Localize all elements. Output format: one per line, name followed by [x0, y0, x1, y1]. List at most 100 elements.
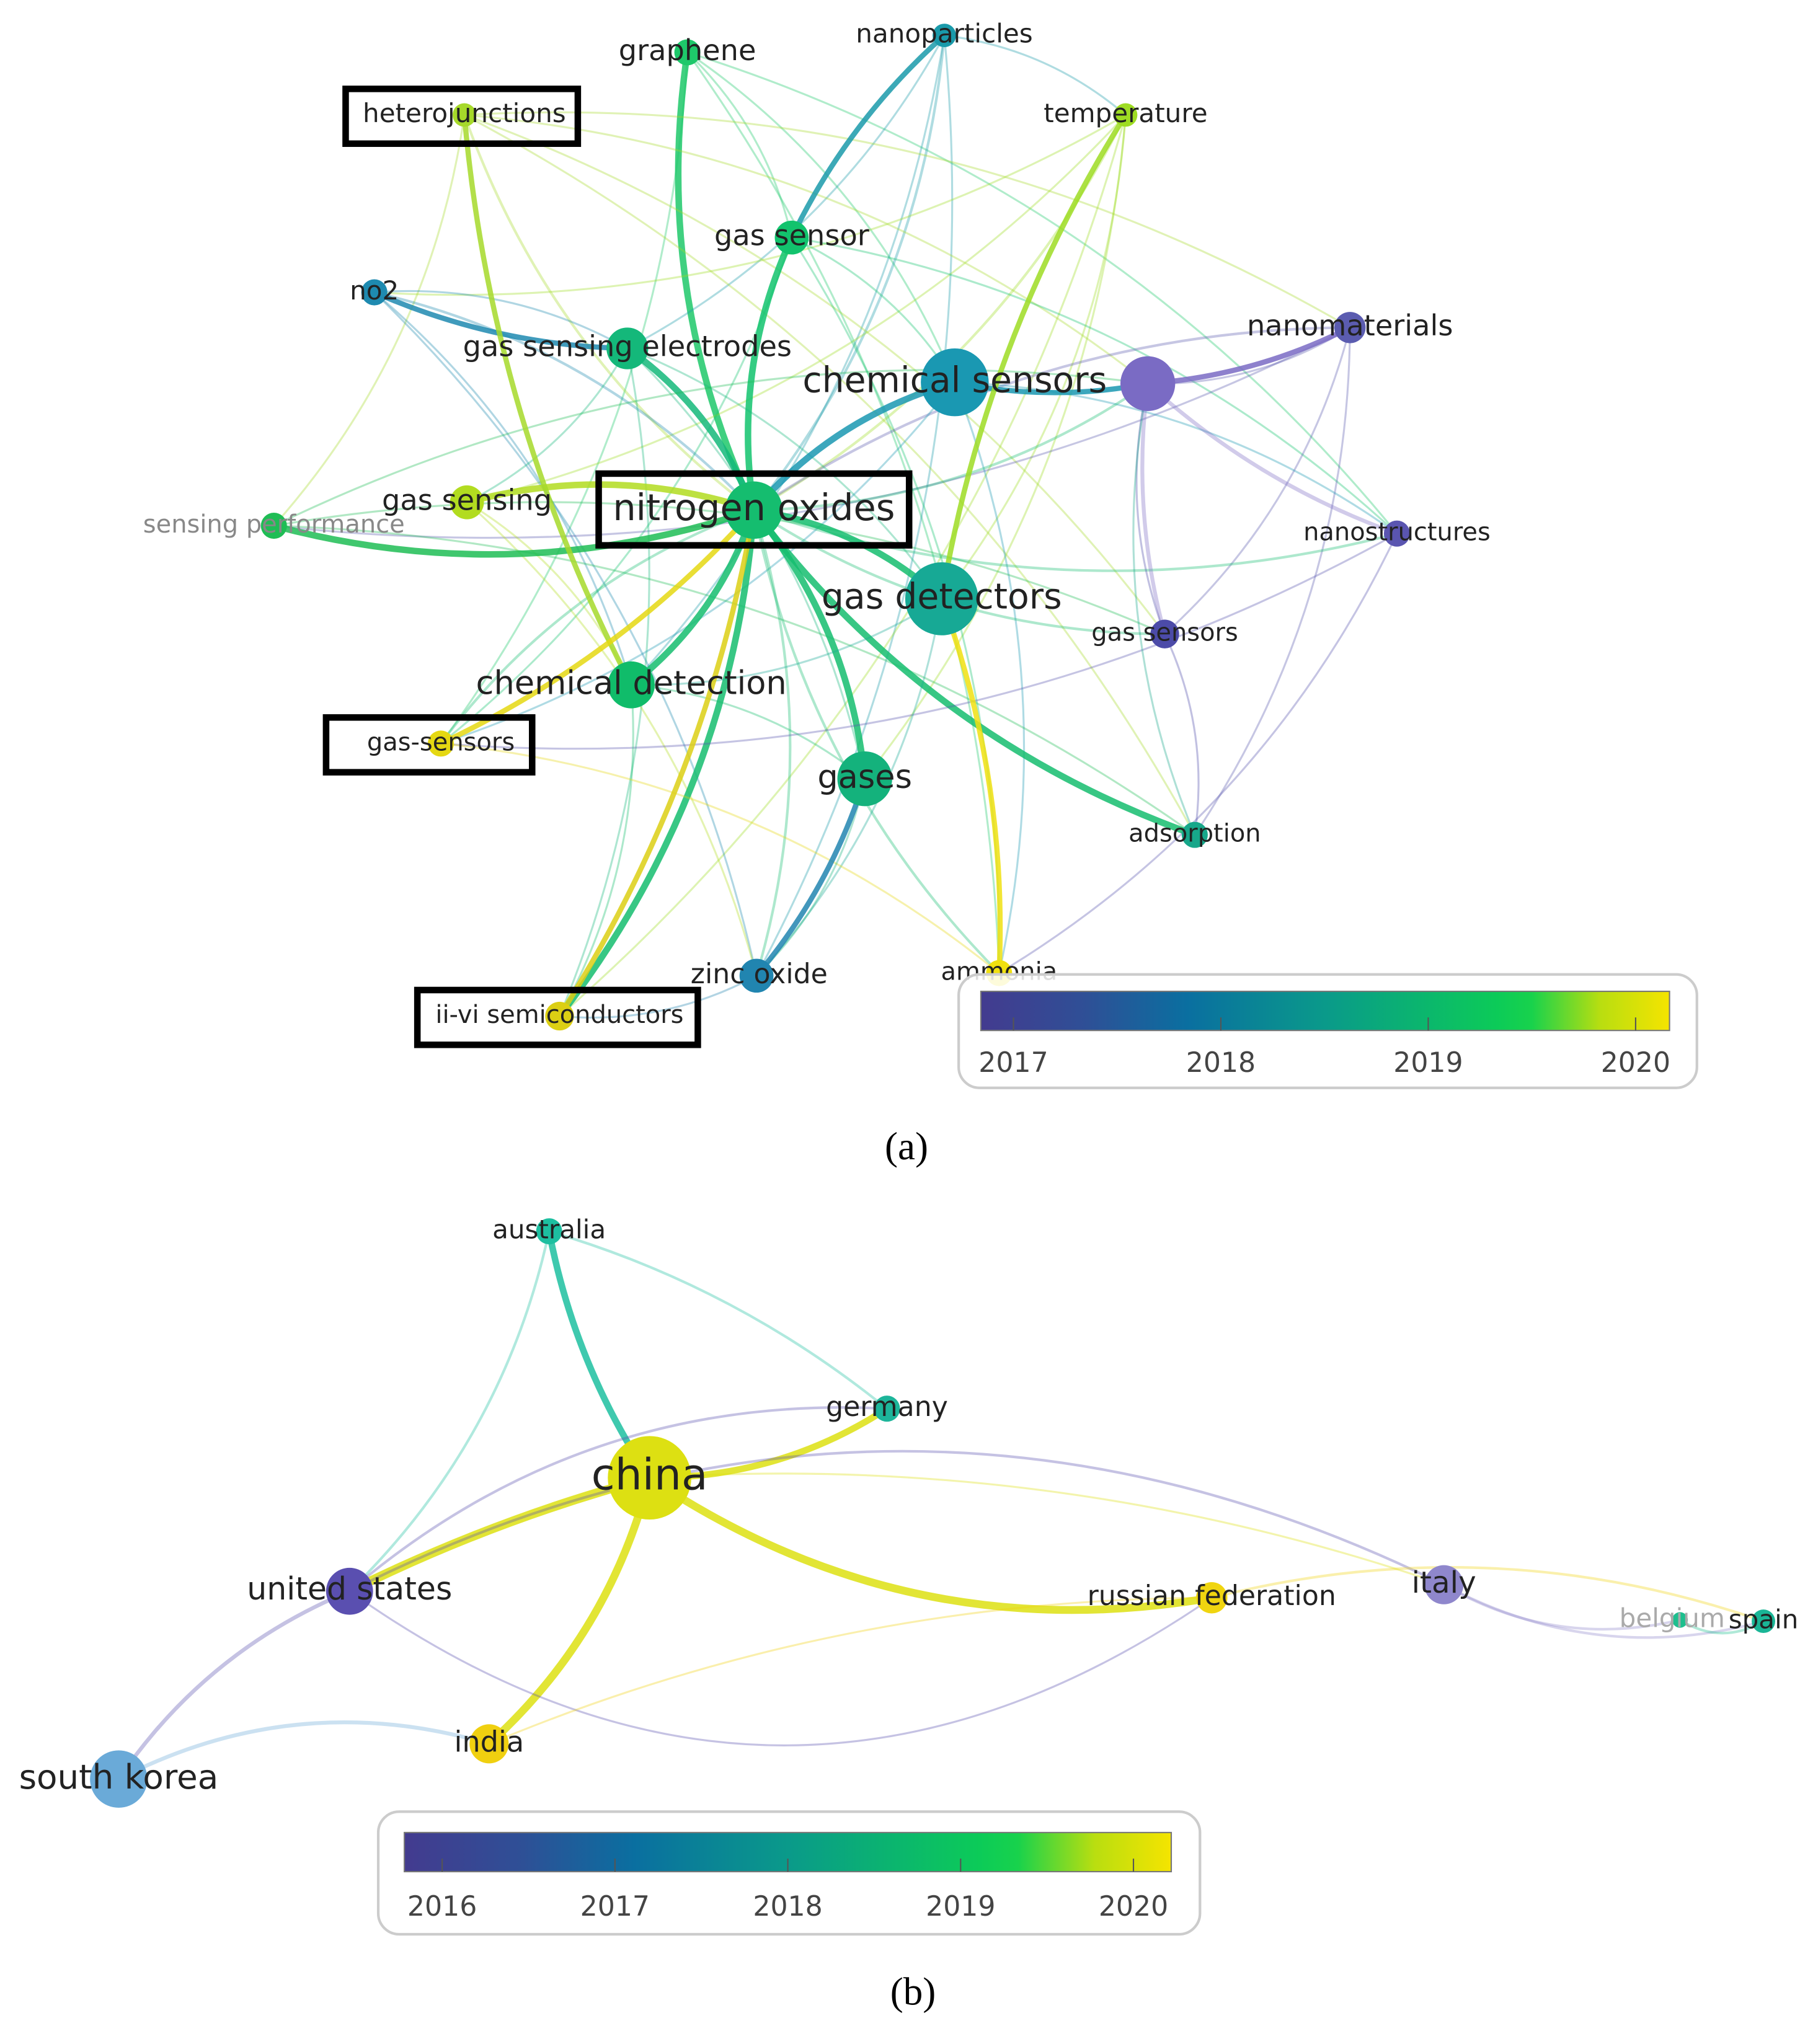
edge [374, 291, 755, 511]
node [1383, 520, 1410, 547]
edge [464, 111, 1351, 329]
edge [466, 481, 755, 513]
edge [998, 533, 1398, 974]
edge [374, 290, 628, 350]
node-label: belgium [1620, 1603, 1725, 1633]
tick-label: 2016 [407, 1891, 477, 1922]
edge [675, 51, 757, 512]
edge [939, 113, 1128, 599]
tick-label: 2017 [580, 1891, 650, 1922]
edge [753, 114, 1127, 511]
edge [373, 291, 758, 976]
color-bar [980, 991, 1670, 1032]
edge [647, 1474, 1213, 1614]
edge [686, 51, 956, 383]
edge [751, 508, 1196, 838]
edge [686, 51, 793, 238]
node [674, 39, 701, 66]
edge [557, 510, 757, 1018]
tick-label: 2018 [753, 1891, 822, 1922]
edge [752, 510, 1000, 975]
node-label: gases [817, 758, 912, 796]
edge [273, 507, 755, 558]
network-a: graphene nanoparticles heterojunctions t… [143, 19, 1491, 1048]
edge [466, 502, 758, 976]
node [1150, 619, 1179, 648]
edge [864, 115, 1127, 780]
node-label: nanostructures [1303, 518, 1491, 547]
tick-label: 2020 [1099, 1891, 1168, 1922]
node [90, 1750, 148, 1808]
edge [753, 326, 1350, 511]
node-label: graphene [619, 33, 756, 67]
ticks: 2016 2017 2018 2019 2020 [407, 1858, 1168, 1922]
node [1114, 103, 1138, 127]
edge [440, 508, 755, 745]
edge [753, 383, 1149, 511]
tick-label: 2018 [1186, 1047, 1256, 1079]
node [427, 730, 454, 757]
edge [627, 347, 943, 599]
caption: (b) [890, 1970, 936, 2013]
tick-label: 2019 [926, 1891, 995, 1922]
node-label: gas sensor [714, 219, 870, 252]
edge [348, 1231, 551, 1593]
node-label: india [454, 1725, 524, 1758]
node-label: ii-vi semiconductors [435, 1001, 683, 1029]
edges [117, 1230, 1765, 1781]
node [1181, 821, 1208, 848]
edge [1164, 634, 1200, 835]
node [1424, 1565, 1464, 1604]
node-label: chemical sensors [802, 360, 1107, 400]
edge [627, 35, 946, 350]
highlight-box [414, 986, 701, 1048]
edge [440, 381, 956, 745]
node [725, 481, 783, 539]
tick-label: 2017 [978, 1047, 1048, 1079]
edge [629, 509, 757, 688]
edge [1164, 327, 1351, 635]
edge [273, 115, 466, 527]
caption: (a) [885, 1125, 928, 1168]
edge [466, 348, 629, 503]
node-label: united states [247, 1570, 452, 1607]
node-label: no2 [350, 275, 399, 306]
edge [939, 598, 1003, 973]
edge [557, 510, 758, 1019]
edge [1147, 325, 1352, 386]
node [774, 220, 809, 255]
node [260, 513, 287, 539]
edge [789, 33, 946, 239]
node-label: gas sensors [1091, 619, 1238, 647]
node-label: russian federation [1088, 1580, 1336, 1612]
node-label: nanoparticles [856, 19, 1032, 49]
node-label: sensing performance [143, 510, 405, 539]
node-label: chemical detection [476, 664, 787, 702]
node-label: nanomaterials [1247, 309, 1453, 342]
node [608, 1436, 691, 1520]
edge [1211, 1566, 1764, 1623]
tick-label: 2019 [1393, 1047, 1463, 1079]
node-label: germany [826, 1391, 948, 1423]
highlight-box [595, 470, 913, 549]
node [469, 1724, 509, 1764]
edge [1443, 1583, 1764, 1639]
edge [954, 381, 1398, 534]
node [933, 24, 956, 48]
node [905, 562, 978, 635]
edge [348, 1449, 1445, 1593]
node [545, 1001, 574, 1031]
node [1334, 312, 1366, 343]
edge [559, 684, 634, 1017]
node-label: spain [1729, 1604, 1799, 1635]
node [606, 327, 649, 369]
node [450, 485, 484, 520]
edge [1146, 382, 1398, 536]
edge [373, 291, 632, 686]
node-label: gas-sensors [367, 728, 515, 756]
edge [687, 51, 1398, 534]
edge [1443, 1583, 1680, 1631]
node-label: china [592, 1451, 708, 1500]
edge [347, 1473, 651, 1596]
node [536, 1218, 562, 1245]
